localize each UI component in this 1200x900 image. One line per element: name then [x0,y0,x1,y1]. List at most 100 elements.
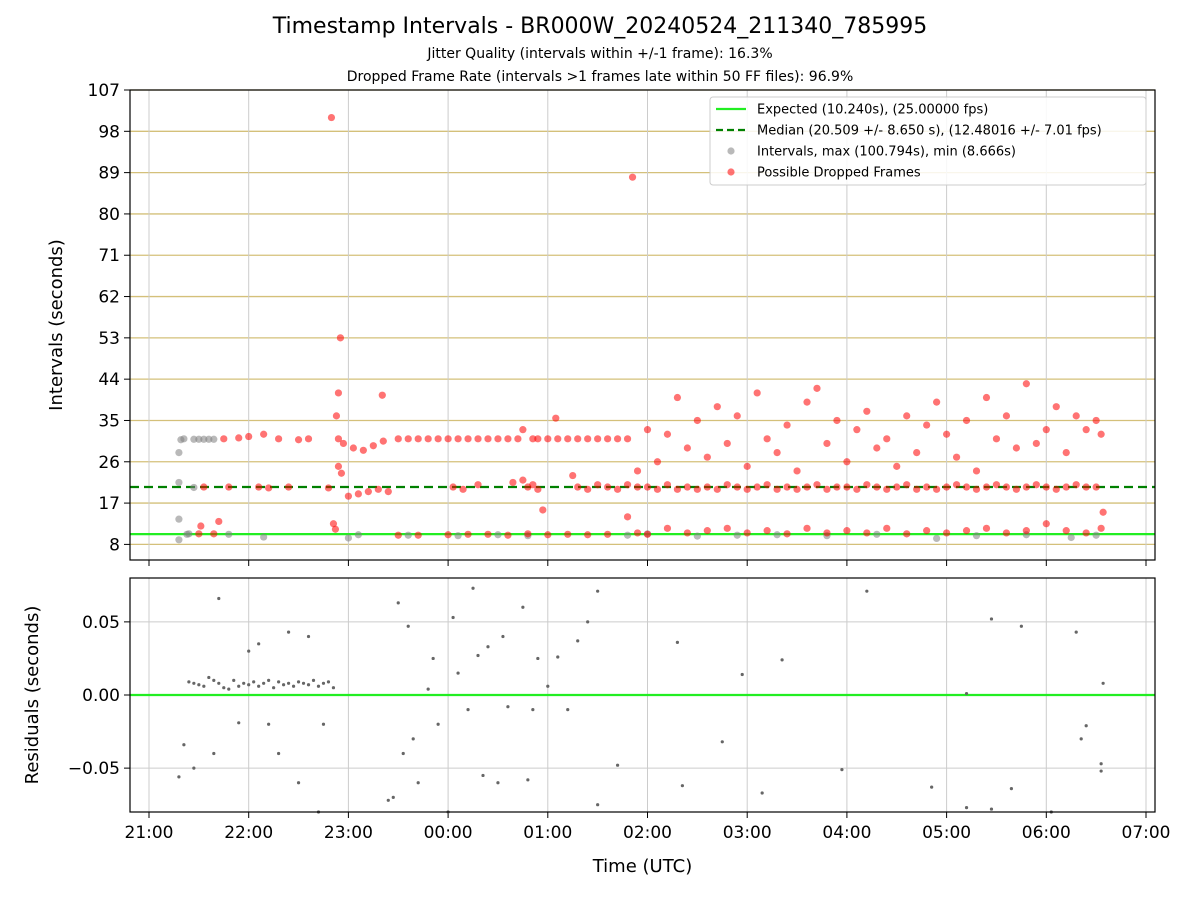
dropped-frame-point [331,525,340,533]
top-y-tick-label: 98 [98,122,120,142]
dropped-frame-point [773,485,781,493]
dropped-frame-point [275,435,283,443]
dropped-frame-point [1052,485,1060,493]
residual-point [436,722,440,726]
dropped-frame-point [574,435,582,443]
interval-point [344,534,352,542]
residual-point [780,658,784,662]
dropped-frame-point [379,437,387,445]
interval-point [454,532,462,540]
dropped-frame-point [623,435,632,443]
residual-point [281,683,286,687]
residual-point [187,680,191,684]
dropped-frame-point [663,481,672,489]
dropped-frame-point [449,483,457,491]
dropped-frame-point [1012,485,1020,493]
residual-point [451,615,455,620]
interval-point [180,435,188,443]
dropped-frame-point [763,481,771,489]
dropped-frame-point [703,527,711,535]
dropped-frame-point [394,435,402,443]
dropped-frame-point [1042,520,1050,528]
dropped-frame-point [893,462,901,470]
dropped-frame-point [883,485,891,493]
bottom-plot-frame [129,577,1156,813]
residual-point [596,589,600,593]
dropped-frame-point [1092,416,1100,425]
dropped-frame-point [1062,448,1070,457]
dropped-frame-point [952,481,961,489]
interval-point [195,435,203,443]
dropped-frame-point [962,416,971,425]
dropped-frame-point [484,435,492,443]
bottom-y-tick-label: 0.00 [82,686,120,706]
dropped-frame-point [354,490,362,498]
residual-point [576,639,580,643]
dropped-frame-point [552,414,560,422]
dropped-frame-point [982,524,991,532]
interval-point [260,533,268,541]
top-y-axis-label: Intervals (seconds) [46,239,67,411]
dropped-frame-point [982,483,991,491]
residual-point [456,671,460,675]
legend-label: Median (20.509 +/- 8.650 s), (12.48016 +… [757,124,1102,139]
dropped-frame-point [703,483,711,491]
dropped-frame-point [713,403,721,411]
dropped-frame-point [197,522,205,530]
residual-point [331,686,336,690]
dropped-frame-point [1082,529,1090,537]
residual-point [426,687,430,691]
interval-point [354,531,362,539]
top-y-tick-label: 71 [98,246,120,266]
interval-point [773,531,781,539]
dropped-frame-point [913,448,921,457]
dropped-frame-point [873,483,881,491]
residual-point [740,672,744,677]
residual-point [207,675,211,680]
dropped-frame-point [1012,444,1020,452]
dropped-frame-point [1052,403,1060,411]
dropped-frame-point [260,430,268,438]
dropped-frame-point [349,444,357,452]
residual-point [760,791,764,795]
dropped-frame-point [663,430,672,438]
interval-point [205,435,213,443]
dropped-frame-point [1042,483,1050,491]
dropped-frame-point [334,435,343,443]
residual-point [1009,787,1014,791]
dropped-frame-point [195,530,203,538]
dropped-frame-point [783,530,791,538]
interval-point [933,534,941,543]
residual-point [192,766,196,770]
dropped-frame-point [693,485,701,493]
bottom-x-tick-label: 21:00 [125,823,174,843]
interval-point [733,531,741,539]
interval-point [190,483,198,492]
dropped-frame-point [673,393,682,402]
dropped-frame-point [359,446,367,454]
dropped-frame-point [220,435,228,443]
dropped-frame-point [972,485,981,493]
dropped-frame-point [210,530,218,538]
dropped-frame-point [933,485,941,493]
interval-point [225,530,233,538]
dropped-frame-point [943,529,951,537]
residual-point [720,740,724,744]
dropped-frame-point [873,444,881,452]
residual-point [396,601,400,605]
dropped-frame-point [743,462,751,470]
dropped-frame-point [803,524,811,532]
residual-point [481,773,485,778]
residual-point [247,683,251,687]
dropped-frame-point [933,398,941,406]
dropped-frame-point [284,483,293,491]
dropped-frame-point [604,483,612,491]
residual-point [471,586,475,590]
dropped-frame-point [803,483,811,491]
dropped-frame-point [594,481,602,489]
dropped-frame-point [304,435,313,443]
interval-point [190,435,198,443]
dropped-frame-point [703,453,711,461]
residual-point [526,778,530,782]
residual-point [177,775,181,779]
